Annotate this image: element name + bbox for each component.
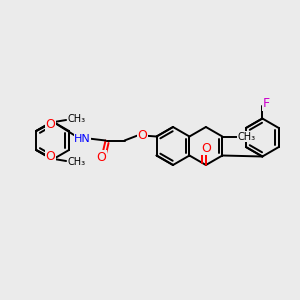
Text: F: F bbox=[263, 97, 270, 110]
Text: CH₃: CH₃ bbox=[67, 157, 85, 167]
Text: CH₃: CH₃ bbox=[67, 114, 85, 124]
Text: O: O bbox=[97, 151, 106, 164]
Text: O: O bbox=[45, 118, 55, 130]
Text: O: O bbox=[201, 142, 211, 154]
Text: O: O bbox=[45, 151, 55, 164]
Text: HN: HN bbox=[74, 134, 91, 143]
Text: O: O bbox=[138, 129, 148, 142]
Text: CH₃: CH₃ bbox=[237, 131, 255, 142]
